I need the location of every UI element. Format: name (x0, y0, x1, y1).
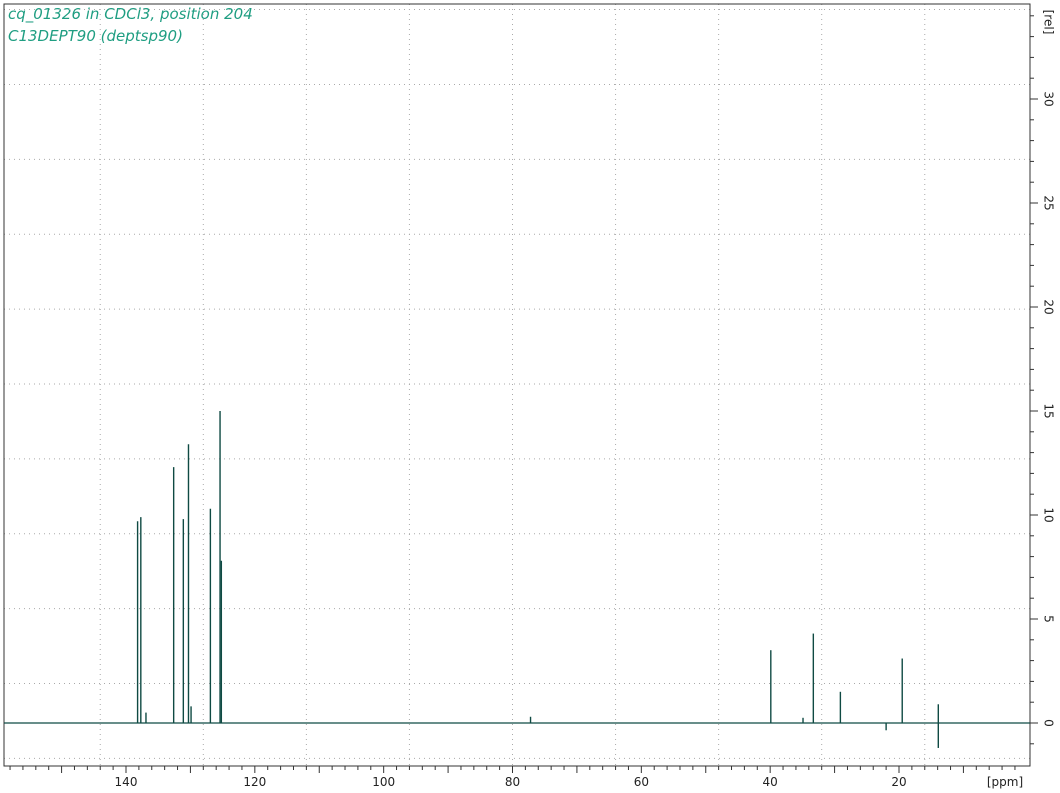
x-tick-label: 80 (505, 775, 520, 789)
spectrum-trace (4, 411, 1030, 748)
y-tick-label: 10 (1042, 507, 1056, 522)
grid-lines (4, 4, 1030, 766)
y-tick-label: 25 (1042, 195, 1056, 210)
y-tick-label: 20 (1042, 299, 1056, 314)
x-tick-label: 140 (115, 775, 138, 789)
y-tick-label: 15 (1042, 403, 1056, 418)
y-axis-label: [rel] (1042, 10, 1056, 35)
tick-labels: 140 120 100 80 60 40 20 [ppm] 0 5 10 15 20 25 30 [rel] (115, 10, 1056, 789)
x-tick-label: 40 (763, 775, 778, 789)
y-tick-label: 30 (1042, 91, 1056, 106)
x-axis-label: [ppm] (987, 775, 1023, 789)
y-tick-label: 0 (1042, 719, 1056, 727)
x-tick-label: 120 (243, 775, 266, 789)
spectrum-title-line-2: C13DEPT90 (deptsp90) (8, 27, 183, 45)
plot-frame (3, 3, 1031, 767)
x-tick-label: 60 (634, 775, 649, 789)
x-tick-label: 20 (891, 775, 906, 789)
x-tick-label: 100 (372, 775, 395, 789)
y-tick-label: 5 (1042, 615, 1056, 623)
axes (3, 3, 1038, 773)
